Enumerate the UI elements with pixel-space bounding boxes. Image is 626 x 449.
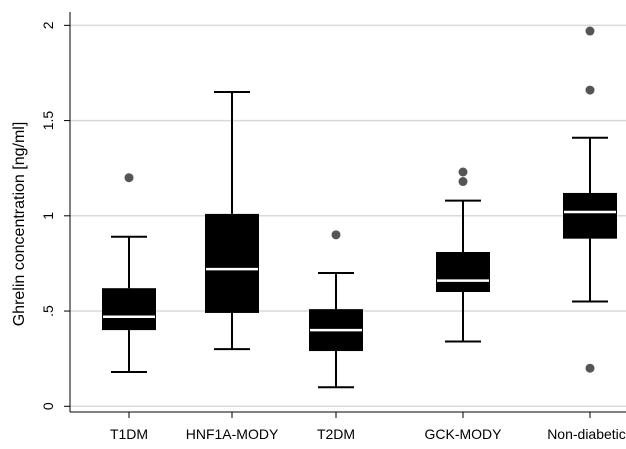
y-tick-label: 0 [40, 402, 56, 410]
grid-layer [70, 24, 626, 408]
outlier-point [585, 85, 595, 95]
boxes [102, 26, 617, 389]
x-tick-label: GCK-MODY [425, 426, 503, 442]
y-tick-label: .5 [40, 305, 56, 317]
y-tick-label: 1 [40, 212, 56, 220]
x-tick-label: Non-diabetics [547, 426, 626, 442]
x-tick-label: T2DM [317, 426, 355, 442]
outlier-point [124, 173, 134, 183]
x-tick-label: T1DM [110, 426, 148, 442]
outlier-point [458, 177, 468, 187]
outlier-point [585, 26, 595, 36]
iqr-box [436, 252, 490, 292]
iqr-box [102, 288, 156, 331]
iqr-box [563, 192, 617, 239]
outlier-point [331, 230, 341, 240]
outlier-point [458, 167, 468, 177]
iqr-box [205, 213, 259, 313]
y-tick-label: 1.5 [40, 111, 56, 131]
y-ticks: 0 .5 1 1.5 2 [40, 21, 70, 410]
axis-layer [69, 12, 626, 413]
y-axis-label: Ghrelin concentration [ng/ml] [11, 122, 28, 327]
y-tick-label: 2 [40, 21, 56, 29]
x-tick-labels: T1DM HNF1A-MODY T2DM GCK-MODY Non-diabetics [110, 412, 626, 442]
x-tick-label: HNF1A-MODY [186, 426, 279, 442]
outlier-point [585, 363, 595, 373]
